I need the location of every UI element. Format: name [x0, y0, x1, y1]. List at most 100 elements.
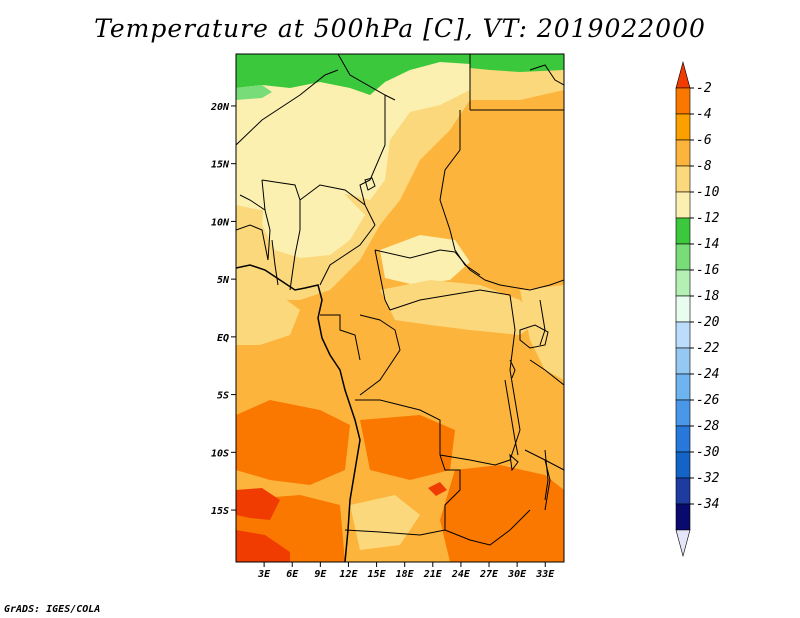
colorbar-label: -14	[696, 237, 719, 252]
border-niger-chad	[359, 179, 376, 226]
border-niger-libya	[369, 95, 386, 181]
colorbar-swatch	[675, 477, 691, 505]
lat-tick-label: EQ	[217, 333, 229, 344]
lat-tick-label: 15S	[211, 506, 229, 517]
lat-tick-label: 10N	[211, 217, 230, 228]
lon-tick-label: 6E	[286, 569, 299, 580]
colorbar-swatch	[675, 191, 691, 219]
border-chad-sudan	[439, 199, 481, 276]
field-region-minus2-southwest	[236, 488, 280, 520]
field-region-minus4-south-central	[360, 415, 455, 480]
colorbar-label: -16	[696, 263, 720, 278]
map-frame	[235, 53, 565, 563]
colorbar-bottom-triangle	[675, 529, 691, 558]
border-drc-angola	[355, 399, 441, 455]
border-angola-zambia	[439, 454, 461, 530]
colorbar-swatch	[675, 243, 691, 271]
border-congo-drc	[359, 314, 401, 396]
lat-tick-label: 20N	[210, 102, 230, 113]
lon-tick-label: 15E	[368, 569, 387, 580]
latitude-axis: 20N 15N 10N 5N EQ 5S 10S 15S	[210, 102, 236, 517]
colorbar-swatch	[675, 217, 691, 245]
field-region-minus8-south	[350, 495, 420, 550]
lake-mweru	[509, 453, 519, 472]
colorbar-swatch	[675, 425, 691, 453]
lat-tick-label: 5N	[217, 275, 230, 286]
colorbar-label: -30	[696, 445, 720, 460]
field-region-minus14-north	[236, 85, 272, 100]
coastline-west	[236, 264, 361, 562]
border-car-sudan	[454, 251, 501, 286]
colorbar-swatch	[675, 113, 691, 141]
colorbar-label: -2	[696, 81, 712, 96]
field-region-minus4-southwest	[236, 400, 350, 485]
colorbar-swatch	[675, 269, 691, 297]
grads-credit: GrADS: IGES/COLA	[4, 604, 101, 615]
colorbar-swatch	[675, 139, 691, 167]
lake-chad	[364, 177, 376, 191]
border-angola-namibia	[344, 529, 446, 536]
colorbar-swatch	[675, 295, 691, 323]
lon-tick-label: 33E	[535, 569, 555, 580]
colorbar-swatch	[675, 165, 691, 193]
lat-tick-label: 5S	[217, 391, 229, 402]
lake-tanganyika	[504, 379, 519, 456]
lake-malawi	[544, 449, 549, 501]
border-zambia-zimbabwe	[444, 509, 531, 546]
colorbar-label: -12	[696, 211, 720, 226]
border-cameroon-car	[374, 249, 391, 311]
lon-tick-label: 3E	[257, 569, 271, 580]
border-drc-east	[509, 294, 521, 431]
colorbar-label: -34	[696, 497, 719, 512]
field-region-minus8-coast	[236, 295, 300, 345]
colorbar-swatch	[675, 87, 691, 115]
border-drc-zambia	[439, 429, 521, 466]
colorbar-swatch	[675, 373, 691, 401]
border-car-drc	[389, 289, 511, 311]
field-region-minus10-north	[236, 54, 470, 210]
lat-tick-label: 10S	[211, 448, 229, 459]
lon-tick-label: 21E	[423, 569, 443, 580]
border-niger-nigeria	[299, 184, 366, 206]
colorbar-label: -10	[696, 185, 720, 200]
border-west-africa-1	[236, 224, 269, 261]
field-region-minus4-southeast	[440, 465, 564, 562]
colorbar-label: -20	[696, 315, 720, 330]
colorbar-label: -28	[696, 419, 720, 434]
lake-victoria	[519, 324, 549, 349]
border-west-nigeria	[289, 200, 301, 291]
colorbar-label: -4	[696, 107, 712, 122]
longitude-axis: 3E 6E 9E 12E 15E 18E 21E 24E 27E 30E 33E	[257, 562, 555, 580]
colorbar-swatch	[675, 399, 691, 427]
country-borders	[236, 54, 564, 562]
lon-tick-label: 30E	[507, 569, 527, 580]
colorbar-label: -26	[696, 393, 720, 408]
lon-tick-label: 24E	[451, 569, 471, 580]
border-tanzania-kenya	[529, 359, 564, 386]
lon-tick-label: 18E	[396, 569, 415, 580]
field-region-minus8-east	[520, 285, 564, 380]
lon-tick-label: 9E	[314, 569, 327, 580]
colorbar-top-triangle	[675, 60, 691, 89]
border-algeria-libya	[337, 54, 396, 101]
lake-kivu	[509, 359, 516, 379]
border-congo-gabon	[320, 314, 361, 361]
colorbar-swatch	[675, 347, 691, 375]
border-nigeria-cameroon	[319, 224, 376, 286]
colorbar-label: -32	[696, 471, 720, 486]
colorbar-label: -6	[696, 133, 712, 148]
field-region-minus2-corner	[236, 530, 290, 562]
field-region-minus2-spot	[428, 482, 447, 496]
border-south-sudan-ethiopia	[499, 279, 564, 291]
field-region-minus12-northeast	[470, 54, 564, 72]
field-region-minus12-north	[236, 54, 470, 95]
colorbar-label: -18	[696, 289, 720, 304]
field-region-minus10-west	[262, 183, 365, 258]
field-region-minus10-central	[380, 235, 470, 285]
lon-tick-label: 12E	[339, 569, 358, 580]
colorbar-swatch	[675, 321, 691, 349]
lat-tick-label: 15N	[211, 160, 230, 171]
border-mali-niger	[261, 179, 301, 201]
temperature-field	[236, 54, 564, 562]
